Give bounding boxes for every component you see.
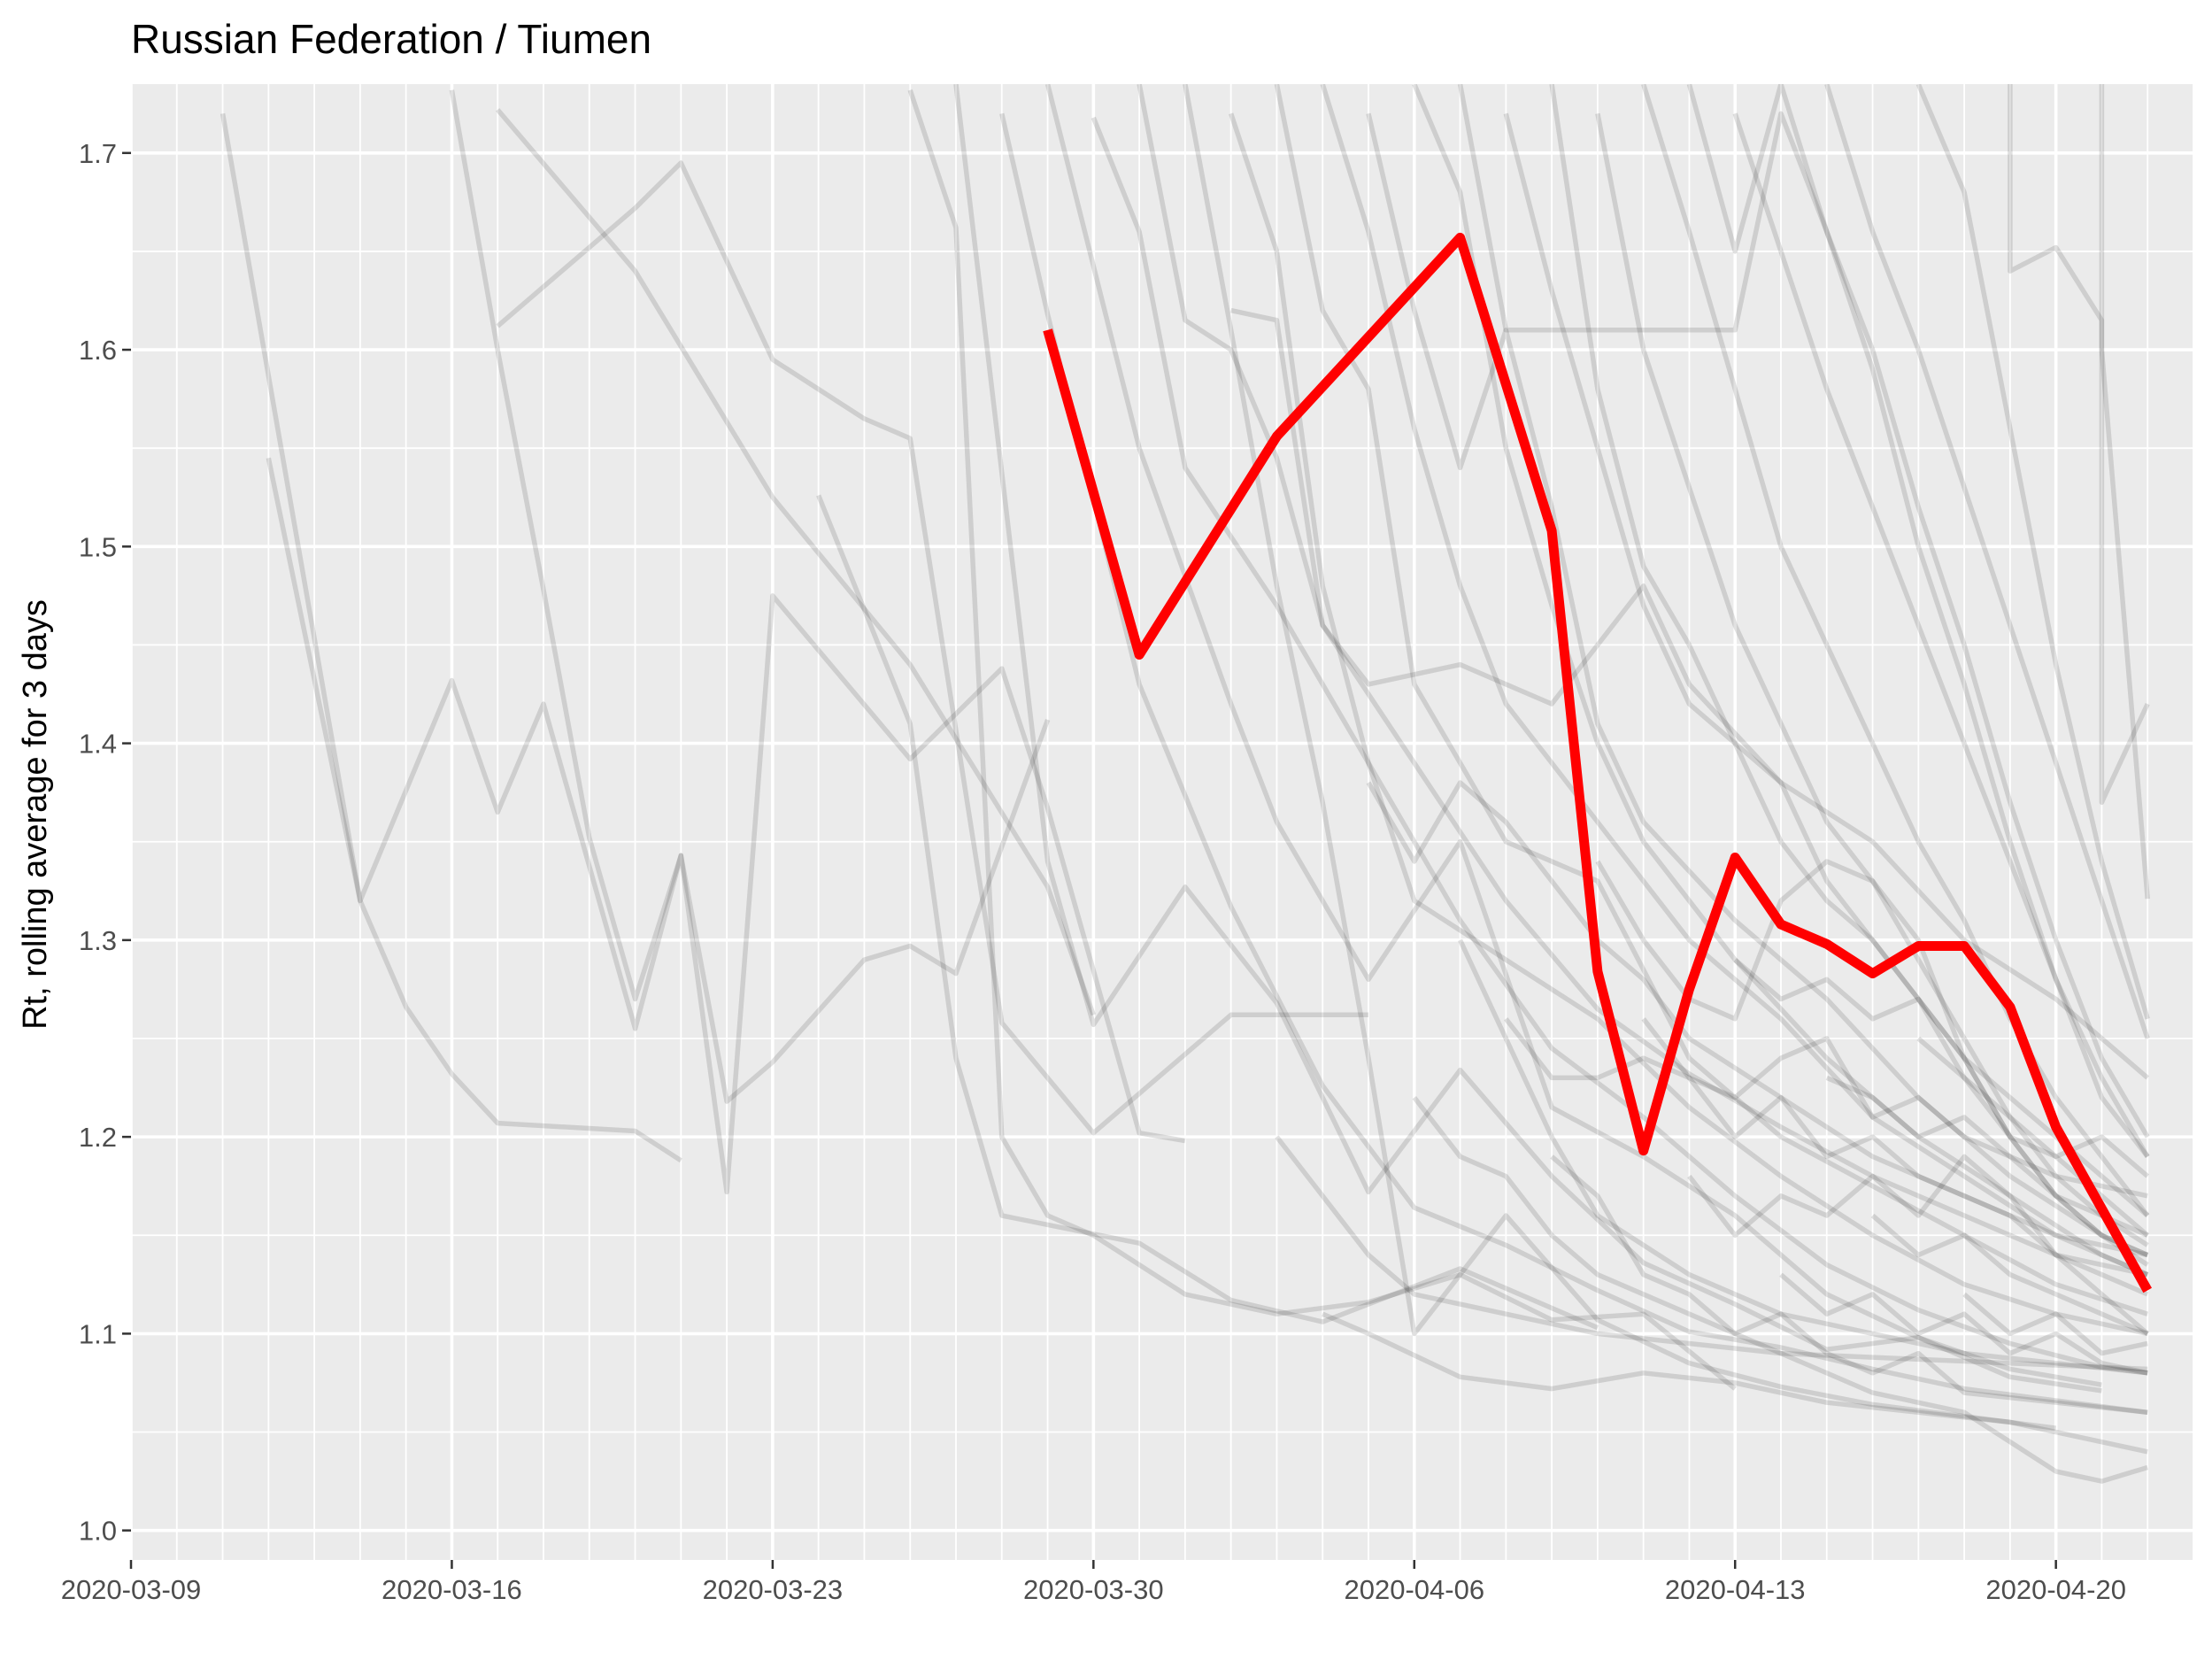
background-series-line: [1504, 1017, 2148, 1199]
x-tick-label: 2020-03-30: [1023, 1574, 1164, 1605]
y-tick-label: 1.7: [79, 138, 117, 169]
chart-title: Russian Federation / Tiumen: [131, 16, 651, 62]
background-series: [220, 84, 2150, 1484]
background-series-line: [220, 112, 682, 1163]
background-series-line: [999, 112, 2148, 1416]
background-series-line: [953, 84, 2102, 1394]
background-series-line: [1733, 958, 2149, 1218]
background-series-line: [496, 108, 1096, 1016]
background-series-line: [1641, 1017, 2149, 1297]
background-series-line: [1595, 112, 2149, 1247]
background-series-line: [1230, 307, 2149, 1080]
background-series-line: [1457, 84, 2150, 1159]
highlight-series: [1043, 232, 2152, 1293]
background-series-line: [1044, 84, 2102, 1387]
background-series-line: [1503, 112, 2149, 1267]
background-series-line: [1274, 84, 2149, 1316]
x-tick-label: 2020-04-20: [1985, 1574, 2126, 1605]
y-tick-label: 1.5: [79, 531, 117, 562]
background-series-line: [1091, 116, 2148, 1376]
x-tick-label: 2020-03-16: [382, 1574, 522, 1605]
background-series-line: [496, 160, 1368, 1136]
y-axis: 1.0 1.1 1.2 1.3 1.4 1.5 1.6 1.7: [79, 138, 131, 1547]
y-tick-label: 1.1: [79, 1318, 117, 1349]
background-series-line: [1550, 1154, 2148, 1416]
background-series-line: [1732, 112, 2150, 1158]
x-tick-label: 2020-03-23: [703, 1574, 844, 1605]
background-series-line: [1686, 84, 2150, 1139]
highlight-series-line: [1043, 232, 2152, 1293]
background-series-line: [1275, 1135, 2148, 1372]
background-series-line: [1870, 1213, 2149, 1336]
background-series-line: [1366, 780, 2149, 1278]
background-series-line: [1825, 1075, 2149, 1238]
background-series-line: [266, 457, 1186, 1195]
background-series-line: [907, 89, 1737, 1391]
background-series-line: [1549, 84, 2149, 1258]
background-series-line: [2008, 84, 2150, 806]
background-series-line: [1229, 112, 2148, 1337]
x-tick-label: 2020-04-06: [1344, 1574, 1484, 1605]
background-series-line: [1412, 84, 2149, 1278]
background-series-line: [1458, 938, 2148, 1376]
background-series-line: [1824, 84, 2150, 1039]
background-series-line: [816, 494, 1599, 1331]
y-tick-label: 1.2: [79, 1122, 117, 1153]
background-series-line: [1962, 1292, 2148, 1356]
background-series-line: [1641, 84, 2150, 1217]
background-series-line: [1779, 1272, 2148, 1376]
background-series-line: [1320, 84, 2148, 1258]
plot-panel: [131, 84, 2193, 1560]
y-tick-label: 1.0: [79, 1516, 117, 1547]
minor-gridlines: [131, 84, 2194, 1560]
x-tick-label: 2020-03-09: [61, 1574, 202, 1605]
y-axis-label: Rt, rolling average for 3 days: [17, 599, 54, 1030]
background-series-line: [449, 89, 1051, 1104]
y-tick-label: 1.4: [79, 729, 117, 760]
background-series-line: [1322, 1311, 2148, 1455]
y-tick-label: 1.6: [79, 335, 117, 366]
background-series-line: [1412, 1096, 2148, 1484]
background-series-line: [1915, 84, 2150, 1020]
background-series-line: [1137, 84, 2148, 1278]
background-series-line: [2099, 84, 2150, 899]
major-gridlines: [129, 84, 2193, 1560]
background-series-line: [1687, 1154, 2149, 1336]
background-series-line: [1366, 112, 2149, 1258]
x-tick-label: 2020-04-13: [1665, 1574, 1806, 1605]
background-series-line: [1916, 1036, 2149, 1178]
x-axis: 2020-03-09 2020-03-16 2020-03-23 2020-03-30…: [61, 1560, 2126, 1605]
background-series-line: [1183, 84, 2057, 1431]
y-tick-label: 1.3: [79, 925, 117, 956]
